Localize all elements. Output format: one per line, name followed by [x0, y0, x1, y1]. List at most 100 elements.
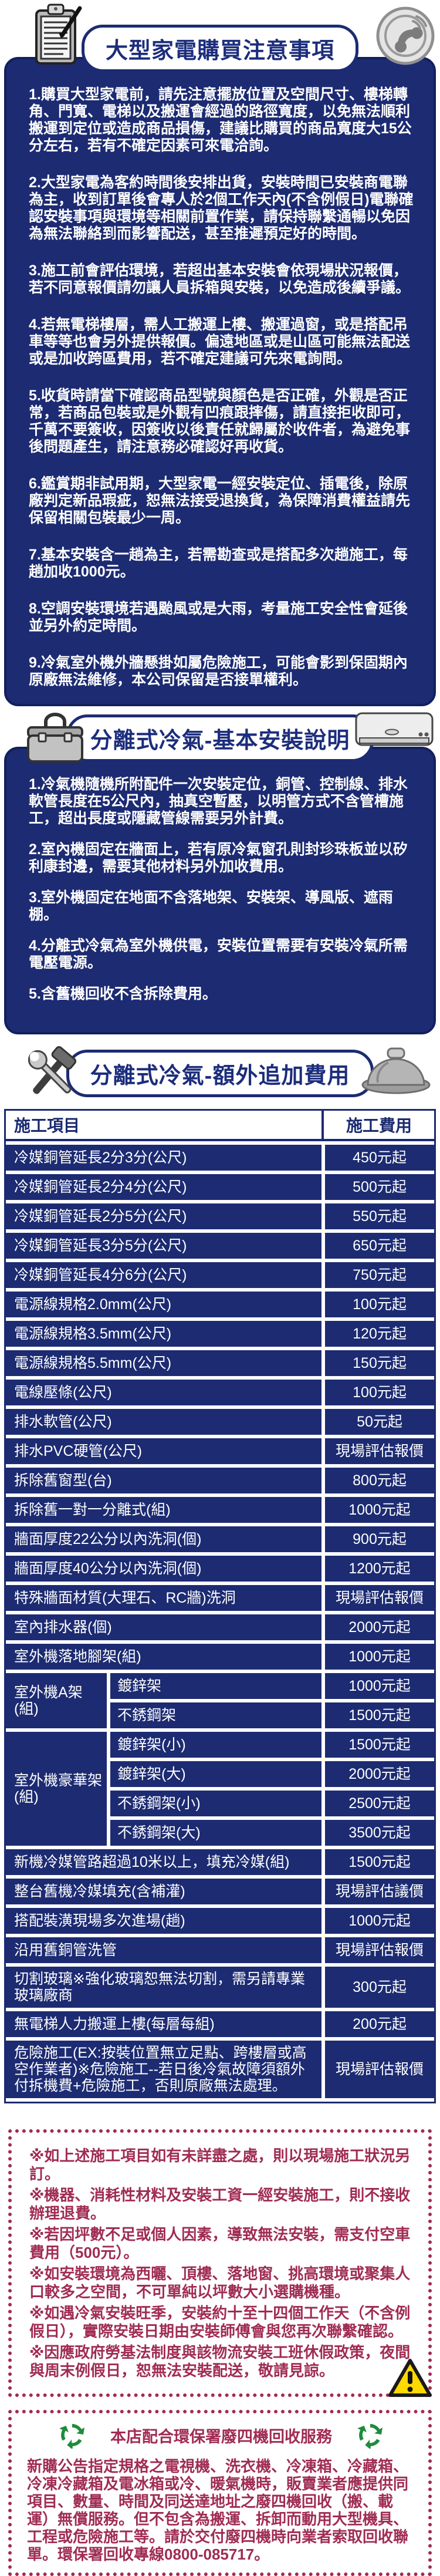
notice-item: 2.大型家電為客約時間後安排出貨，安裝時間已安裝商電聯為主，收到訂單後會專人於2… [29, 174, 414, 242]
table-row: 排水PVC硬管(公尺) 現場評估報價 [6, 1438, 434, 1464]
table-row: 電源線規格2.0mm(公尺) 100元起 [6, 1292, 434, 1317]
notice-item: 4.若無電梯樓層，需人工搬運上樓、搬運過窗，或是搭配吊車等等也會另外提供報價。偏… [29, 316, 411, 367]
notice-item: 9.冷氣室外機外牆懸掛如屬危險施工，可能會影到保固期內原廠無法維修，本公司保留是… [29, 655, 408, 688]
recycle-header: 本店配合環保署廢四機回收服務 [27, 2422, 415, 2453]
table-row: 特殊牆面材質(大理石、RC牆)洗洞 現場評估報價 [6, 1585, 434, 1611]
fee-cell: 200元起 [325, 2011, 434, 2037]
item-cell: 特殊牆面材質(大理石、RC牆)洗洞 [6, 1585, 321, 1611]
install-item: 4.分離式冷氣為室外機供電，安裝位置需要有安裝冷氣所需電壓電源。 [29, 938, 408, 971]
item-cell: 冷媒銅管延長2分4分(公尺) [6, 1174, 321, 1200]
fee-cell: 現場評估報價 [325, 1438, 434, 1464]
hardhat-icon [360, 1041, 432, 1103]
fee-cell: 現場評估報價 [325, 2041, 434, 2098]
item-cell: 新機冷媒管路超過10米以上，填充冷媒(組) [6, 1849, 321, 1875]
table-row: 電線壓條(公尺) 100元起 [6, 1380, 434, 1405]
group-label-cell: 室外機豪華架(組) [6, 1732, 107, 1846]
install-panel: 1.冷氣機隨機所附配件一次安裝定位，銅管、控制線、排水軟管長度在5公尺內，抽真空… [4, 747, 436, 1034]
item-cell: 不銹鋼架 [110, 1702, 321, 1728]
fee-cell: 300元起 [325, 1967, 434, 2008]
item-cell: 電源線規格3.5mm(公尺) [6, 1321, 321, 1347]
table-subrow: 不銹鋼架 1500元起 [110, 1702, 434, 1728]
item-cell: 切割玻璃※強化玻璃恕無法切割，需另請專業玻璃廠商 [6, 1967, 321, 2008]
item-cell: 電源線規格2.0mm(公尺) [6, 1292, 321, 1317]
item-cell: 鍍鋅架 [110, 1673, 321, 1699]
table-row: 冷媒銅管延長2分5分(公尺) 550元起 [6, 1203, 434, 1229]
notice-item: 6.鑑賞期非試用期，大型家電一經安裝定位、插電後，除原廠判定新品瑕疵，恕無法接受… [29, 476, 411, 526]
fee-cell: 150元起 [325, 1350, 434, 1376]
install-item: 5.含舊機回收不含拆除費用。 [29, 986, 217, 1002]
table-group-row: 室外機豪華架(組) 鍍鋅架(小) 1500元起 鍍鋅架(大) 2000元起 不銹鋼架(小)… [6, 1732, 434, 1846]
table-group-row: 室外機A架(組) 鍍鋅架 1000元起 不銹鋼架 1500元起 [6, 1673, 434, 1728]
item-cell: 室內排水器(個) [6, 1614, 321, 1640]
item-cell: 電線壓條(公尺) [6, 1380, 321, 1405]
item-cell: 排水PVC硬管(公尺) [6, 1438, 321, 1464]
group-label-cell: 室外機A架(組) [6, 1673, 107, 1728]
item-cell: 冷媒銅管延長4分6分(公尺) [6, 1262, 321, 1288]
group-subrows: 鍍鋅架(小) 1500元起 鍍鋅架(大) 2000元起不銹鋼架(小) 2500元起 不銹鋼… [110, 1732, 434, 1846]
item-cell: 不銹鋼架(大) [110, 1820, 321, 1846]
fee-cell: 1000元起 [325, 1497, 434, 1523]
note-item: ※如上述施工項目如有未詳盡之處，則以現場施工狀況另訂。 [29, 2147, 411, 2183]
table-row: 冷媒銅管延長2分3分(公尺) 450元起 [6, 1145, 434, 1171]
fee-cell: 3500元起 [325, 1820, 434, 1846]
notice-title: 大型家電購買注意事項 [81, 25, 358, 72]
fee-cell: 2000元起 [325, 1614, 434, 1640]
fee-cell: 50元起 [325, 1409, 434, 1435]
fee-cell: 1000元起 [325, 1908, 434, 1934]
table-row: 搭配裝潢現場多次進場(趟) 1000元起 [6, 1908, 434, 1934]
table-row: 冷媒銅管延長3分5分(公尺) 650元起 [6, 1233, 434, 1259]
item-cell: 鍍鋅架(大) [110, 1761, 321, 1787]
fee-cell: 1200元起 [325, 1556, 434, 1582]
tools-icon [20, 1040, 82, 1109]
fee-cell: 現場評估報價 [325, 1937, 434, 1963]
note-item: ※若因坪數不足或個人因素，導致無法安裝，需支付空車費用（500元）。 [29, 2226, 411, 2261]
clipboard-icon [28, 1, 86, 70]
table-subrow: 鍍鋅架 1000元起 [110, 1673, 434, 1699]
notice-item: 7.基本安裝含一趟為主，若需勘查或是搭配多次趟施工，每趟加收1000元。 [29, 547, 408, 580]
item-cell: 不銹鋼架(小) [110, 1791, 321, 1816]
table-row: 冷媒銅管延長4分6分(公尺) 750元起 [6, 1262, 434, 1288]
fee-cell: 900元起 [325, 1526, 434, 1552]
install-title: 分離式冷氣-基本安裝說明 [66, 714, 374, 762]
table-row: 牆面厚度40公分以內洗洞(個) 1200元起 [6, 1556, 434, 1582]
item-cell: 牆面厚度22公分以內洗洞(個) [6, 1526, 321, 1552]
install-section-header: 分離式冷氣-基本安裝說明 [0, 711, 440, 763]
fee-cell: 2000元起 [325, 1761, 434, 1787]
ac-unit-icon [354, 711, 434, 756]
recycle-title: 本店配合環保署廢四機回收服務 [110, 2428, 332, 2446]
fees-table-body: 冷媒銅管延長2分3分(公尺) 450元起 冷媒銅管延長2分4分(公尺) 500元起 冷媒… [6, 1145, 434, 2098]
table-subrow: 不銹鋼架(小) 2500元起 [110, 1791, 434, 1816]
table-row: 室外機落地腳架(組) 1000元起 [6, 1644, 434, 1670]
item-cell: 排水軟管(公尺) [6, 1409, 321, 1435]
item-cell: 拆除舊一對一分離式(組) [6, 1497, 321, 1523]
item-cell: 危險施工(EX:按裝位置無立足點、跨樓層或高空作業者)※危險施工--若日後冷氣故… [6, 2041, 321, 2098]
fee-cell: 現場評估議價 [325, 1879, 434, 1904]
recycle-box: 本店配合環保署廢四機回收服務 新購公告指定規格之電視機、洗衣機、冷凍箱、冷藏箱、… [8, 2410, 432, 2576]
note-item: ※因應政府勞基法制度與該物流安裝工班休假政策，夜間與周末例假日，恕無法安裝配送，… [29, 2344, 411, 2379]
fee-cell: 1000元起 [325, 1644, 434, 1670]
fees-table: 施工項目 施工費用 冷媒銅管延長2分3分(公尺) 450元起 冷媒銅管延長2分4分(… [4, 1109, 436, 2103]
table-row: 沿用舊銅管洗管 現場評估報價 [6, 1937, 434, 1963]
item-cell: 鍍鋅架(小) [110, 1732, 321, 1758]
fee-cell: 1000元起 [325, 1673, 434, 1699]
recycle-icon [357, 2422, 384, 2453]
fee-cell: 120元起 [325, 1321, 434, 1347]
flyer-page: { "colors": { "navy": "#1c2b72", "navy_d… [0, 4, 440, 2576]
install-item: 2.室內機固定在牆面上，若有原冷氣窗孔則封珍珠板並以矽利康封邊，需要其他材料另外… [29, 841, 408, 875]
table-row: 室內排水器(個) 2000元起 [6, 1614, 434, 1640]
notice-panel: 1.購買大型家電前，請先注意擺放位置及空間尺寸、樓梯轉角、門寬、電梯以及搬運會經… [4, 57, 436, 706]
fee-cell: 現場評估報價 [325, 1585, 434, 1611]
table-subrow: 鍍鋅架(小) 1500元起 [110, 1732, 434, 1758]
note-item: ※如安裝環境為西曬、頂樓、落地窗、挑高環境或聚集人口較多之空間，不可單純以坪數大… [29, 2265, 411, 2301]
fees-header-fee: 施工費用 [321, 1111, 434, 1139]
table-row: 新機冷媒管路超過10米以上，填充冷媒(組) 1500元起 [6, 1849, 434, 1875]
install-item: 1.冷氣機隨機所附配件一次安裝定位，銅管、控制線、排水軟管長度在5公尺內，抽真空… [29, 776, 408, 827]
fee-cell: 450元起 [325, 1145, 434, 1171]
table-subrow: 不銹鋼架(大) 3500元起 [110, 1820, 434, 1846]
fees-header-item: 施工項目 [14, 1117, 80, 1135]
item-cell: 沿用舊銅管洗管 [6, 1937, 321, 1963]
fees-table-header-row: 施工項目 施工費用 [6, 1111, 434, 1141]
item-cell: 牆面厚度40公分以內洗洞(個) [6, 1556, 321, 1582]
fee-cell: 550元起 [325, 1203, 434, 1229]
recycle-icon [59, 2422, 86, 2453]
